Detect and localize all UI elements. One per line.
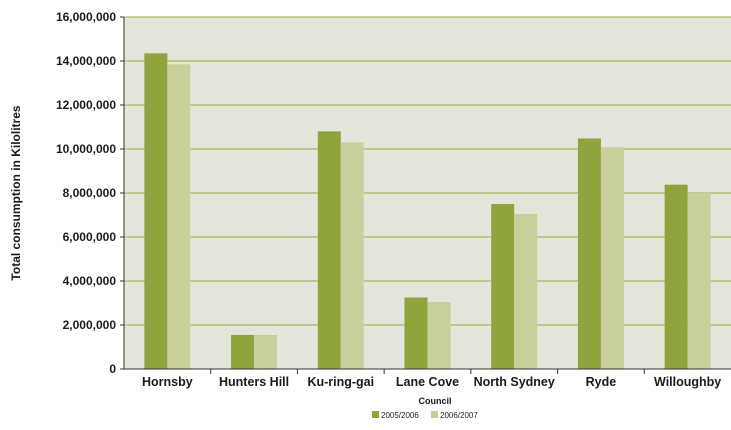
bar-2005-2006-ryde bbox=[577, 138, 601, 369]
bar-2006-2007-hornsby bbox=[167, 64, 191, 370]
bar-2005-2006-lane-cove bbox=[404, 297, 428, 369]
y-tick-label: 16,000,000 bbox=[56, 10, 116, 24]
x-tick-label: Ryde bbox=[586, 375, 617, 389]
bar-2005-2006-north-sydney bbox=[491, 204, 515, 369]
legend-label: 2005/2006 bbox=[381, 411, 419, 420]
bar-2005-2006-willoughby bbox=[664, 184, 688, 369]
y-tick-label: 14,000,000 bbox=[56, 54, 116, 68]
legend-swatch bbox=[372, 411, 379, 418]
x-tick-label: Hunters Hill bbox=[219, 375, 289, 389]
bar-2005-2006-hornsby bbox=[144, 53, 168, 370]
bar-2006-2007-willoughby bbox=[687, 193, 711, 369]
bar-2005-2006-ku-ring-gai bbox=[317, 131, 341, 369]
bar-2006-2007-hunters-hill bbox=[254, 334, 278, 369]
y-tick-label: 2,000,000 bbox=[63, 318, 117, 332]
legend-label: 2006/2007 bbox=[440, 411, 478, 420]
y-axis-tick-labels: 0 2,000,000 4,000,000 6,000,000 8,000,000 10,… bbox=[56, 10, 116, 376]
bar-2005-2006-hunters-hill bbox=[231, 334, 255, 369]
bar-2006-2007-north-sydney bbox=[514, 213, 538, 369]
y-tick-label: 8,000,000 bbox=[63, 186, 117, 200]
legend-item: 2005/2006 bbox=[372, 411, 419, 420]
x-axis-tick-labels: Hornsby Hunters Hill Ku-ring-gai Lane Cove N… bbox=[142, 369, 721, 389]
y-axis-label: Total consumption in Kilolitres bbox=[9, 105, 23, 280]
x-tick-label: Ku-ring-gai bbox=[307, 375, 374, 389]
y-tick-label: 12,000,000 bbox=[56, 98, 116, 112]
bar-2006-2007-lane-cove bbox=[427, 301, 451, 369]
x-tick-label: Hornsby bbox=[142, 375, 193, 389]
bars bbox=[144, 53, 711, 370]
y-tick-label: 0 bbox=[109, 362, 116, 376]
bar-2006-2007-ku-ring-gai bbox=[340, 142, 364, 369]
x-tick-label: Lane Cove bbox=[396, 375, 459, 389]
y-tick-label: 10,000,000 bbox=[56, 142, 116, 156]
legend-item: 2006/2007 bbox=[431, 411, 478, 420]
x-tick-label: Willoughby bbox=[654, 375, 721, 389]
bar-2006-2007-ryde bbox=[600, 147, 624, 369]
y-tick-label: 6,000,000 bbox=[63, 230, 117, 244]
legend-swatch bbox=[431, 411, 438, 418]
x-axis-label: Council bbox=[419, 396, 452, 406]
x-tick-label: North Sydney bbox=[474, 375, 555, 389]
y-tick-label: 4,000,000 bbox=[63, 274, 117, 288]
legend: 2005/2006 2006/2007 bbox=[372, 411, 478, 420]
